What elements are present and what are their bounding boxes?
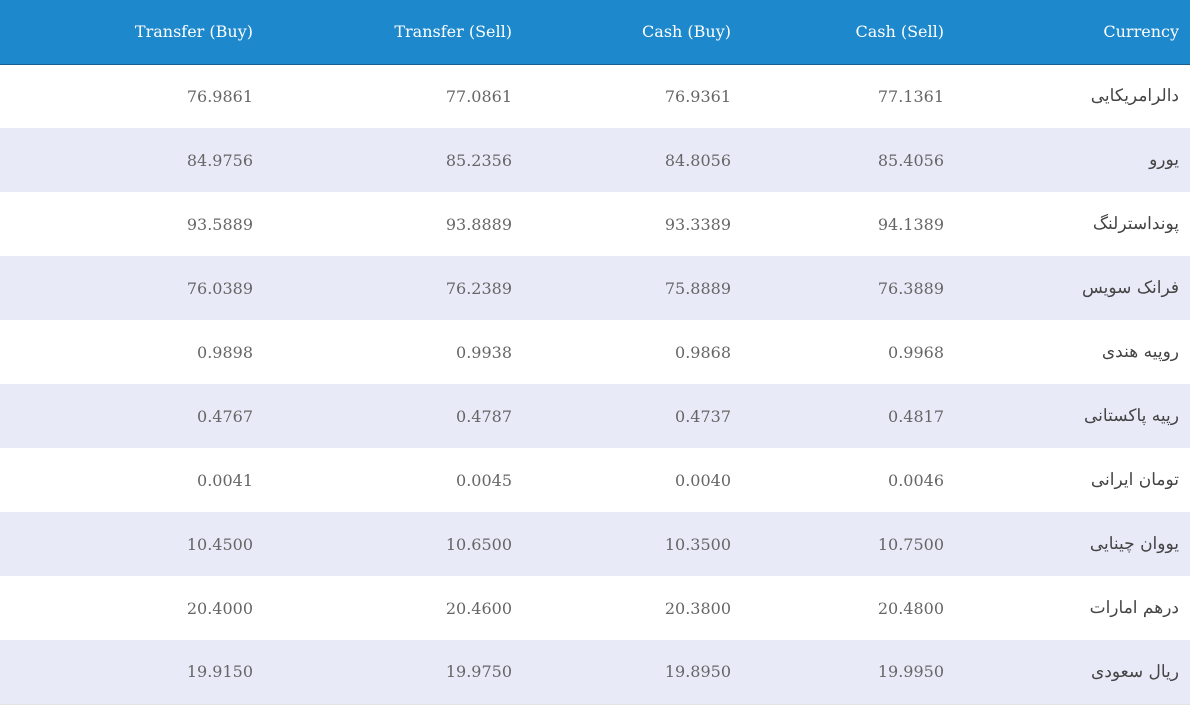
cash-buy-cell: 0.0040 xyxy=(675,470,731,490)
currency-cell: پونداسترلنگ xyxy=(1092,214,1179,234)
transfer-sell-cell: 20.4600 xyxy=(445,598,512,618)
header-currency: Currency xyxy=(944,0,1190,65)
cash-buy-cell: 0.9868 xyxy=(675,342,731,362)
transfer-sell-cell: 19.9750 xyxy=(253,640,512,705)
transfer-buy-cell: 84.9756 xyxy=(186,150,253,170)
table-row: 19.9150 19.9750 19.8950 19.9950 ریال سعو… xyxy=(0,640,1190,705)
header-cash-sell: Cash (Sell) xyxy=(731,0,944,65)
currency-cell: درهم امارات xyxy=(1089,598,1179,618)
transfer-buy-cell: 0.4767 xyxy=(197,406,253,426)
transfer-sell-cell: 0.9938 xyxy=(456,342,512,362)
cash-sell-cell: 10.7500 xyxy=(877,534,944,554)
currency-cell: روپیه هندی xyxy=(1101,342,1179,362)
cash-sell-cell: 0.4817 xyxy=(888,406,944,426)
transfer-buy-cell: 0.0041 xyxy=(197,470,253,490)
cash-buy-cell: 20.3800 xyxy=(664,598,731,618)
cash-buy-cell: 93.3389 xyxy=(664,214,731,234)
cash-sell-cell: 20.4800 xyxy=(877,598,944,618)
cash-sell-cell: 76.3889 xyxy=(877,278,944,298)
currency-cell: فرانک سویس xyxy=(1081,278,1179,298)
currency-cell: ریال سعودی xyxy=(944,640,1190,705)
table-row: 0.9898 0.9938 0.9868 0.9968 روپیه هندی xyxy=(0,320,1190,384)
header-transfer-buy: Transfer (Buy) xyxy=(0,0,253,65)
transfer-sell-cell: 93.8889 xyxy=(445,214,512,234)
cash-sell-cell: 0.0046 xyxy=(888,470,944,490)
cash-sell-cell: 77.1361 xyxy=(877,86,944,106)
header-transfer-sell: Transfer (Sell) xyxy=(253,0,512,65)
table-header: Transfer (Buy) Transfer (Sell) Cash (Buy… xyxy=(0,0,1190,65)
cash-sell-cell: 0.9968 xyxy=(888,342,944,362)
cash-buy-cell: 75.8889 xyxy=(664,278,731,298)
transfer-buy-cell: 20.4000 xyxy=(186,598,253,618)
cash-buy-cell: 0.4737 xyxy=(675,406,731,426)
table-row: 84.9756 85.2356 84.8056 85.4056 یورو xyxy=(0,128,1190,192)
transfer-sell-cell: 77.0861 xyxy=(445,86,512,106)
transfer-buy-cell: 76.0389 xyxy=(186,278,253,298)
transfer-sell-cell: 85.2356 xyxy=(445,150,512,170)
cash-sell-cell: 85.4056 xyxy=(877,150,944,170)
table-row: 10.4500 10.6500 10.3500 10.7500 یووان چی… xyxy=(0,512,1190,576)
table-row: 93.5889 93.8889 93.3389 94.1389 پونداستر… xyxy=(0,192,1190,256)
table-row: 0.4767 0.4787 0.4737 0.4817 رپیه پاکستان… xyxy=(0,384,1190,448)
cash-buy-cell: 84.8056 xyxy=(664,150,731,170)
cash-buy-cell: 19.8950 xyxy=(512,640,731,705)
header-cash-buy: Cash (Buy) xyxy=(512,0,731,65)
transfer-sell-cell: 0.4787 xyxy=(456,406,512,426)
currency-cell: دالرامریکایی xyxy=(1090,86,1179,107)
cash-sell-cell: 19.9950 xyxy=(731,640,944,705)
cash-buy-cell: 76.9361 xyxy=(664,86,731,106)
currency-cell: تومان ایرانی xyxy=(1090,470,1179,490)
currency-cell: یورو xyxy=(1149,150,1179,170)
table-body: 76.9861 77.0861 76.9361 77.1361 دالرامری… xyxy=(0,64,1190,705)
table-row: 76.9861 77.0861 76.9361 77.1361 دالرامری… xyxy=(0,64,1190,128)
header-row: Transfer (Buy) Transfer (Sell) Cash (Buy… xyxy=(0,0,1190,65)
transfer-sell-cell: 0.0045 xyxy=(456,470,512,490)
transfer-sell-cell: 76.2389 xyxy=(445,278,512,298)
cash-buy-cell: 10.3500 xyxy=(664,534,731,554)
transfer-buy-cell: 76.9861 xyxy=(186,86,253,106)
transfer-buy-cell: 19.9150 xyxy=(0,640,253,705)
transfer-sell-cell: 10.6500 xyxy=(445,534,512,554)
table-row: 0.0041 0.0045 0.0040 0.0046 تومان ایرانی xyxy=(0,448,1190,512)
cash-sell-cell: 94.1389 xyxy=(877,214,944,234)
currency-cell: رپیه پاکستانی xyxy=(1084,406,1179,426)
transfer-buy-cell: 0.9898 xyxy=(197,342,253,362)
table-row: 20.4000 20.4600 20.3800 20.4800 درهم اما… xyxy=(0,576,1190,640)
transfer-buy-cell: 10.4500 xyxy=(186,534,253,554)
currency-cell: یووان چینایی xyxy=(1089,534,1179,554)
transfer-buy-cell: 93.5889 xyxy=(186,214,253,234)
table-row: 76.0389 76.2389 75.8889 76.3889 فرانک سو… xyxy=(0,256,1190,320)
